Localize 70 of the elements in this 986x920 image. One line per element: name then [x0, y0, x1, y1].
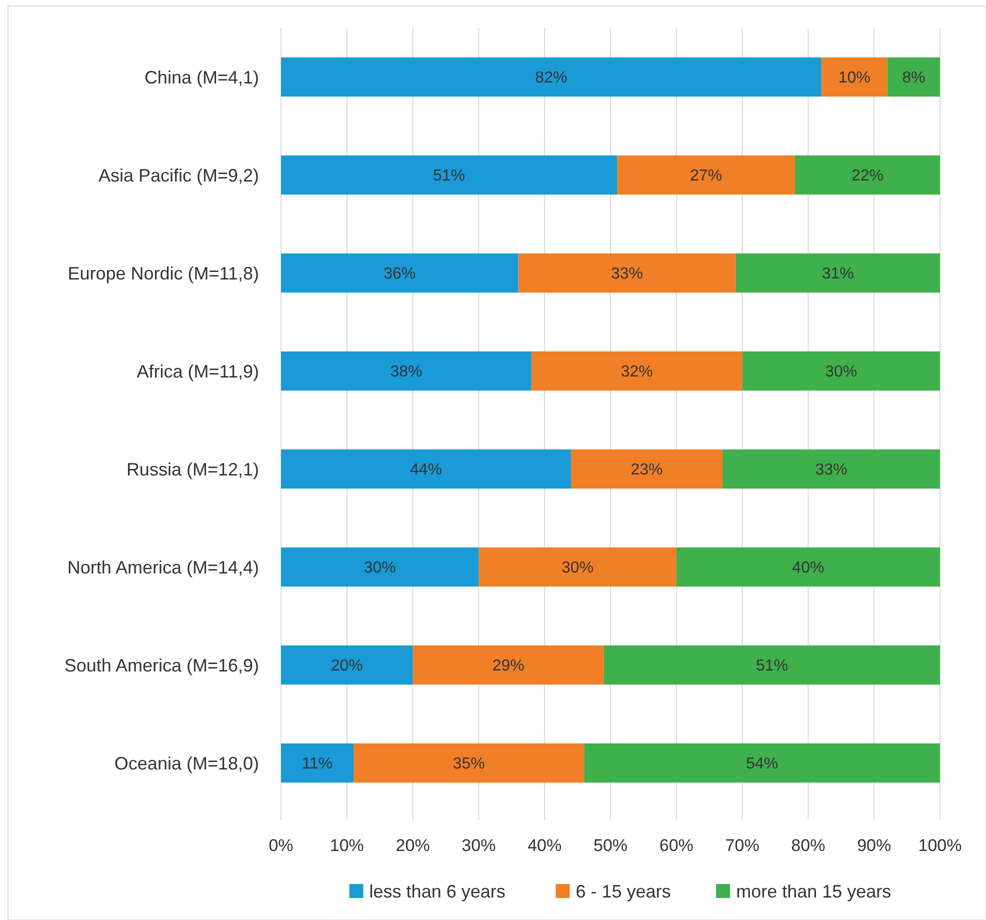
- data-label: 82%: [535, 70, 568, 87]
- bar: [531, 351, 742, 391]
- bar: [518, 253, 736, 293]
- bar: [617, 155, 796, 195]
- bar: [281, 155, 618, 195]
- data-label: 38%: [390, 364, 422, 381]
- data-label: 20%: [330, 658, 363, 675]
- data-label: 27%: [690, 168, 722, 185]
- bar: [412, 645, 604, 685]
- bar: [736, 253, 940, 293]
- legend-label: less than 6 years: [369, 881, 506, 902]
- data-label: 31%: [822, 266, 854, 283]
- x-tick-label: 0%: [268, 836, 294, 855]
- bar: [584, 743, 940, 783]
- x-tick-label: 50%: [593, 836, 628, 855]
- legend-label: more than 15 years: [736, 881, 892, 902]
- y-tick-label: Russia (M=12,1): [126, 459, 259, 480]
- bar: [795, 155, 940, 195]
- data-label: 36%: [384, 266, 416, 283]
- bar: [281, 743, 354, 783]
- data-label: 30%: [364, 560, 396, 577]
- bar: [281, 351, 532, 391]
- bar: [281, 57, 822, 97]
- bar: [281, 449, 571, 489]
- x-tick-label: 30%: [462, 836, 496, 855]
- data-label: 23%: [630, 462, 663, 479]
- y-tick-label: South America (M=16,9): [64, 655, 259, 676]
- bar: [676, 547, 940, 587]
- data-label: 29%: [492, 658, 524, 675]
- x-tick-label: 40%: [528, 836, 562, 855]
- y-tick-label: North America (M=14,4): [67, 557, 259, 578]
- bar: [281, 645, 413, 685]
- data-label: 30%: [562, 560, 594, 577]
- data-label: 33%: [815, 462, 848, 479]
- data-label: 30%: [825, 364, 858, 381]
- bar: [604, 645, 940, 685]
- bar: [722, 449, 940, 489]
- data-label: 54%: [746, 756, 778, 773]
- x-tick-label: 20%: [396, 836, 430, 855]
- bar: [353, 743, 584, 783]
- data-label: 44%: [410, 462, 442, 479]
- x-tick-label: 70%: [725, 836, 760, 855]
- x-tick-label: 90%: [857, 836, 892, 855]
- y-tick-label: Africa (M=11,9): [136, 361, 259, 382]
- x-tick-label: 10%: [330, 836, 364, 855]
- data-label: 51%: [756, 658, 788, 675]
- bar: [570, 449, 723, 489]
- data-label: 22%: [851, 168, 884, 185]
- bar: [478, 547, 676, 587]
- data-label: 40%: [792, 560, 824, 577]
- x-tick-label: 60%: [659, 836, 694, 855]
- y-tick-label: China (M=4,1): [144, 67, 259, 88]
- data-label: 51%: [433, 168, 466, 185]
- data-label: 11%: [302, 756, 333, 773]
- y-tick-label: Asia Pacific (M=9,2): [98, 165, 259, 186]
- bar: [281, 253, 518, 293]
- data-label: 10%: [838, 70, 870, 87]
- bar: [887, 57, 940, 97]
- bar: [281, 547, 479, 587]
- x-tick-label: 80%: [791, 836, 826, 855]
- y-tick-label: Oceania (M=18,0): [114, 753, 259, 774]
- data-label: 8%: [902, 70, 926, 87]
- y-tick-label: Europe Nordic (M=11,8): [68, 263, 259, 284]
- bar: [742, 351, 940, 391]
- data-label: 33%: [610, 266, 643, 283]
- data-label: 32%: [620, 364, 653, 381]
- x-tick-label: 100%: [918, 836, 962, 855]
- bar: [821, 57, 888, 97]
- legend-label: 6 - 15 years: [576, 881, 671, 902]
- data-label: 35%: [452, 756, 485, 773]
